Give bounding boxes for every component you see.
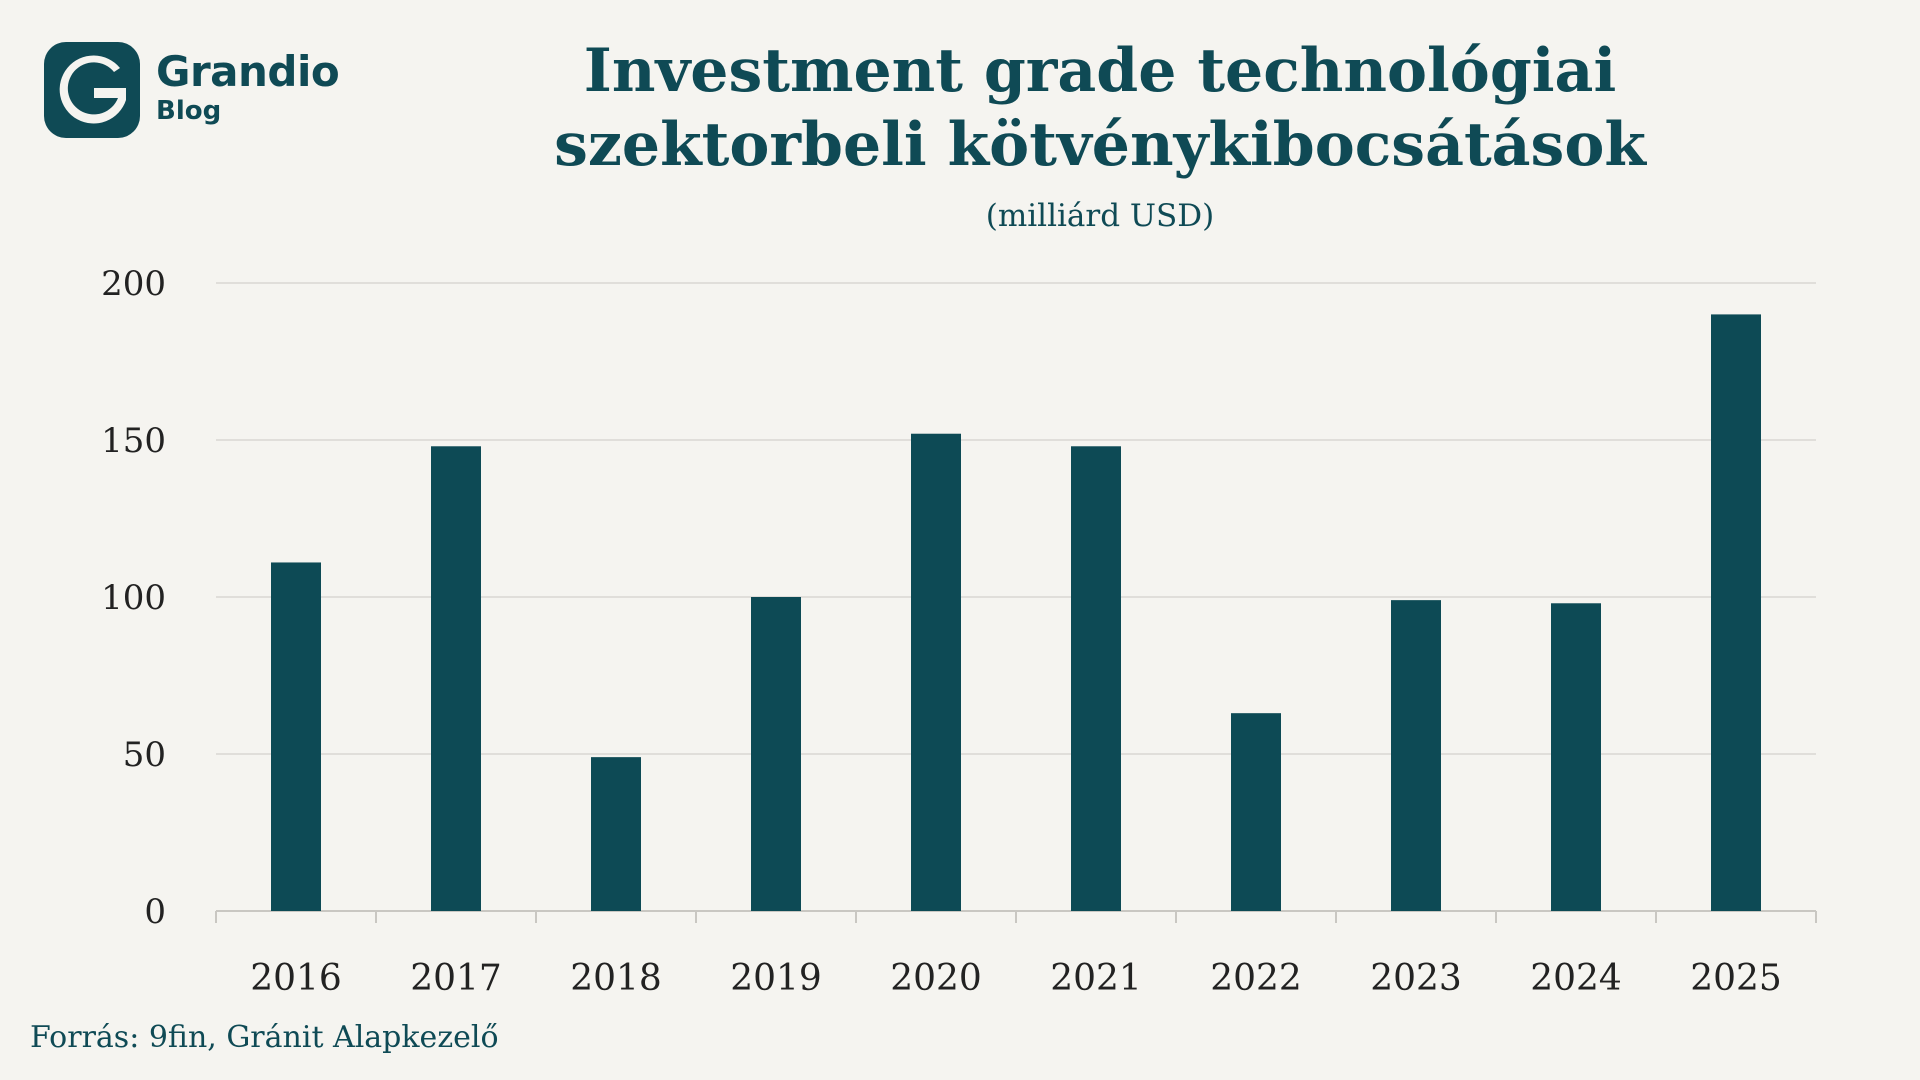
x-tick-label: 2020 [890,958,982,999]
x-tick-label: 2019 [730,958,822,999]
x-tick-label: 2025 [1690,958,1782,999]
y-tick-label: 50 [123,735,166,775]
x-tick-label: 2021 [1050,958,1142,999]
source-note: Forrás: 9fin, Gránit Alapkezelő [30,1020,499,1055]
bar-2025 [1711,314,1761,911]
x-tick-label: 2017 [410,958,502,999]
x-tick-label: 2022 [1210,958,1302,999]
y-tick-label: 0 [144,892,166,932]
bar-2020 [911,433,961,911]
brand-sub: Blog [156,96,222,126]
bar-2017 [431,446,481,911]
bar-2016 [271,562,321,911]
bar-2018 [591,757,641,911]
y-tick-label: 100 [101,578,166,618]
y-tick-label: 150 [101,421,166,461]
bar-2019 [751,597,801,911]
chart-title: Investment grade technológiai szektorbel… [554,36,1646,180]
bar-2024 [1551,603,1601,911]
brand-name: Grandio [156,47,340,96]
bar-2022 [1231,713,1281,911]
x-tick-label: 2018 [570,958,662,999]
chart-subtitle: (milliárd USD) [985,198,1215,234]
bar-2021 [1071,446,1121,911]
x-tick-label: 2016 [250,958,342,999]
brand-logo: Grandio Blog [44,42,364,142]
y-tick-label: 200 [101,264,166,304]
bar-2023 [1391,600,1441,911]
x-tick-label: 2023 [1370,958,1462,999]
x-tick-label: 2024 [1530,958,1622,999]
grandio-logo-icon [44,42,140,138]
